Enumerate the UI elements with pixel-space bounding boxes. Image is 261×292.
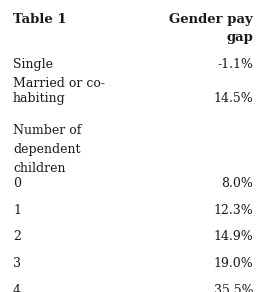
Text: 35.5%: 35.5% (213, 284, 253, 292)
Text: 12.3%: 12.3% (213, 204, 253, 217)
Text: Married or co-: Married or co- (13, 77, 105, 91)
Text: 14.9%: 14.9% (213, 230, 253, 244)
Text: 8.0%: 8.0% (221, 177, 253, 190)
Text: 1: 1 (13, 204, 21, 217)
Text: Number of: Number of (13, 124, 81, 137)
Text: 4: 4 (13, 284, 21, 292)
Text: 2: 2 (13, 230, 21, 244)
Text: Single: Single (13, 58, 53, 72)
Text: habiting: habiting (13, 92, 66, 105)
Text: Table 1: Table 1 (13, 13, 67, 26)
Text: 3: 3 (13, 257, 21, 270)
Text: dependent: dependent (13, 143, 81, 156)
Text: 14.5%: 14.5% (213, 92, 253, 105)
Text: children: children (13, 162, 66, 175)
Text: gap: gap (226, 31, 253, 44)
Text: 0: 0 (13, 177, 21, 190)
Text: 19.0%: 19.0% (213, 257, 253, 270)
Text: -1.1%: -1.1% (217, 58, 253, 72)
Text: Gender pay: Gender pay (169, 13, 253, 26)
